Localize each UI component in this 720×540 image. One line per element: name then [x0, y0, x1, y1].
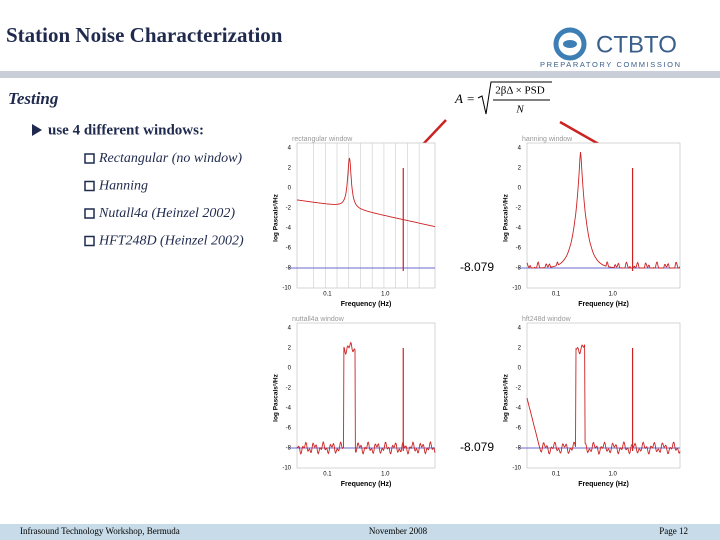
y-tick-label: -2 — [286, 206, 292, 212]
y-tick-label: 4 — [518, 146, 522, 152]
y-tick-label: 4 — [518, 326, 522, 332]
plot-title: hft248d window — [522, 316, 572, 323]
checkbox — [84, 208, 95, 219]
y-tick-label: 2 — [518, 346, 522, 352]
y-tick-label: -4 — [516, 406, 522, 412]
spectrum-curve — [296, 341, 436, 455]
y-tick-label: -4 — [516, 226, 522, 232]
y-tick-label: 2 — [288, 166, 292, 172]
x-axis-label: Frequency (Hz) — [341, 481, 392, 488]
formula-root — [477, 81, 552, 115]
spectrum-curve — [526, 344, 681, 455]
footer-bar — [0, 524, 720, 540]
window-item: Hanning — [98, 179, 148, 194]
y-tick-label: -6 — [286, 426, 292, 432]
y-tick-label: -8 — [516, 446, 522, 452]
slide-title: Station Noise Characterization — [6, 23, 283, 47]
y-tick-label: -8 — [286, 266, 292, 272]
y-tick-label: -10 — [282, 466, 291, 472]
plot-area — [296, 142, 436, 289]
logo-subtitle: PREPARATORY COMMISSION — [540, 60, 682, 69]
footer-right: Page 12 — [659, 526, 688, 536]
y-axis-label: log Pascals²/Hz — [273, 373, 280, 421]
formula-eq: = — [467, 91, 474, 106]
x-tick-label: 1.0 — [381, 292, 390, 298]
x-axis-label: Frequency (Hz) — [578, 481, 629, 488]
window-item: Nutall4a (Heinzel 2002) — [98, 206, 235, 221]
x-tick-label: 0.1 — [323, 472, 332, 478]
header-rule — [0, 71, 720, 78]
y-tick-label: -8 — [286, 446, 292, 452]
y-tick-label: 4 — [288, 326, 292, 332]
x-tick-label: 0.1 — [323, 292, 332, 298]
logo-ring — [553, 27, 587, 61]
footer-left: Infrasound Technology Workshop, Bermuda — [20, 526, 180, 536]
formula-lhs: A — [454, 91, 463, 106]
formula: A = 2βΔ × PSD N — [454, 81, 552, 116]
x-tick-label: 1.0 — [609, 472, 618, 478]
logo-eye — [563, 40, 577, 48]
checkbox — [84, 153, 95, 164]
checkbox — [84, 235, 95, 247]
x-tick-label: 1.0 — [381, 472, 390, 478]
y-tick-label: -6 — [516, 246, 522, 252]
plot-title: rectangular window — [292, 136, 353, 143]
y-tick-label: -4 — [286, 406, 292, 412]
y-tick-label: -10 — [282, 286, 291, 292]
plot-title: hanning window — [522, 136, 573, 143]
y-axis-label: log Pascals²/Hz — [273, 193, 280, 241]
y-tick-label: 0 — [288, 186, 292, 192]
x-tick-label: 0.1 — [552, 292, 561, 298]
x-tick-label: 1.0 — [609, 292, 618, 298]
y-tick-label: 2 — [518, 166, 522, 172]
bullet-text: use 4 different windows: — [48, 122, 204, 138]
section-heading: Testing — [8, 89, 59, 108]
y-tick-label: -2 — [286, 386, 292, 392]
y-tick-label: 0 — [288, 366, 292, 372]
annotation: -8.079 — [460, 260, 494, 274]
formula-denominator: N — [515, 104, 524, 116]
y-tick-label: 0 — [518, 186, 522, 192]
bullet-arrow — [32, 124, 42, 136]
window-item: Rectangular (no window) — [98, 151, 242, 166]
y-tick-label: 4 — [288, 146, 292, 152]
formula-numerator: 2βΔ × PSD — [495, 85, 545, 97]
y-tick-label: -10 — [512, 466, 521, 472]
window-item: HFT248D (Heinzel 2002) — [98, 234, 244, 249]
spectrum-curve — [526, 151, 681, 269]
y-tick-label: -6 — [286, 246, 292, 252]
logo-text: CTBTO — [596, 31, 677, 58]
logo: CTBTO PREPARATORY COMMISSION — [540, 27, 682, 69]
y-tick-label: 2 — [288, 346, 292, 352]
x-tick-label: 0.1 — [552, 472, 561, 478]
y-tick-label: -4 — [286, 226, 292, 232]
y-tick-label: -6 — [516, 426, 522, 432]
x-axis-label: Frequency (Hz) — [341, 301, 392, 308]
y-axis-label: log Pascals²/Hz — [503, 373, 510, 421]
window-list: Rectangular (no window) Hanning Nutall4a (… — [84, 151, 244, 249]
plot-area — [526, 142, 681, 289]
y-axis-label: log Pascals²/Hz — [503, 193, 510, 241]
annotation: -8.079 — [460, 440, 494, 454]
checkbox — [84, 180, 95, 192]
spectrum-curve — [296, 157, 436, 228]
plot-title: nuttall4a window — [292, 316, 345, 323]
y-tick-label: -10 — [512, 286, 521, 292]
footer-center: November 2008 — [369, 526, 428, 536]
y-tick-label: -2 — [516, 386, 522, 392]
x-axis-label: Frequency (Hz) — [578, 301, 629, 308]
y-tick-label: -8 — [516, 266, 522, 272]
y-tick-label: -2 — [516, 206, 522, 212]
y-tick-label: 0 — [518, 366, 522, 372]
